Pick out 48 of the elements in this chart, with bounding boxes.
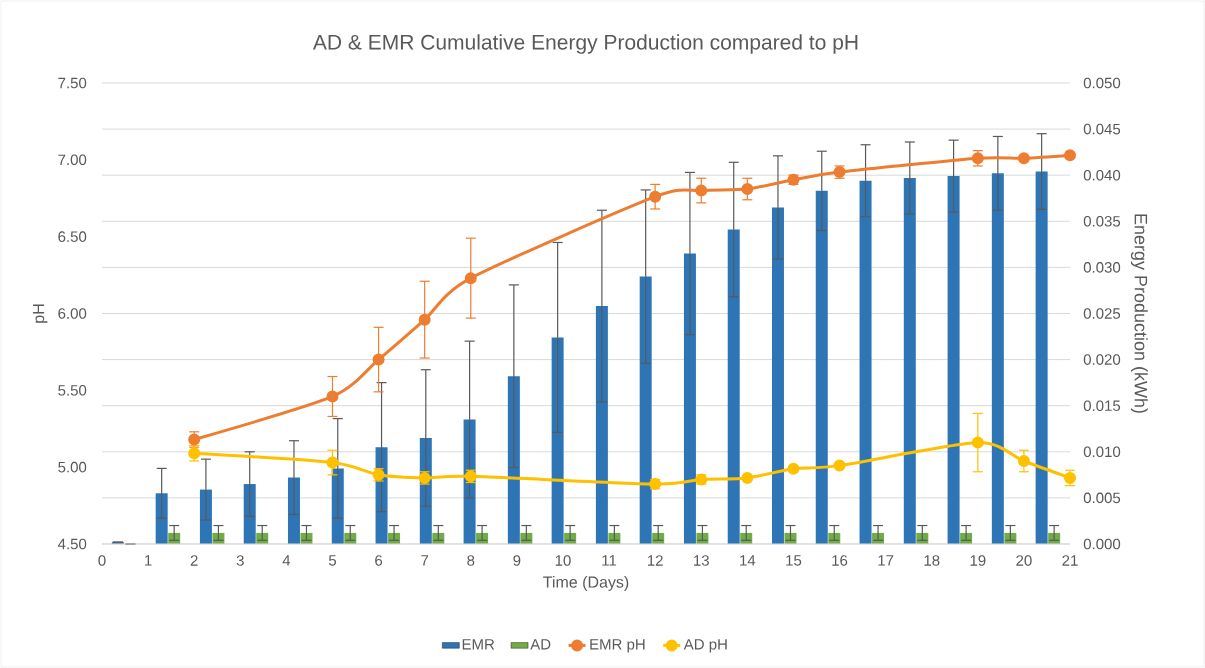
y-tick-label: 4.50 bbox=[57, 538, 87, 550]
y-tick-label: 5.50 bbox=[58, 385, 87, 396]
x-tick-label: 17 bbox=[878, 555, 894, 566]
x-tick-label: 20 bbox=[1016, 555, 1032, 566]
y2-tick-label: 0.035 bbox=[1083, 215, 1121, 227]
x-tick-label: 3 bbox=[236, 555, 244, 566]
x-tick-label: 10 bbox=[555, 555, 571, 566]
y2-tick-label: 0.040 bbox=[1083, 169, 1121, 181]
y-axis-title: pH bbox=[33, 304, 48, 323]
y2-tick-label: 0.030 bbox=[1083, 262, 1121, 273]
chart-title: AD & EMR Cumulative Energy Production compared to pH bbox=[312, 34, 858, 54]
x-tick-label: 0 bbox=[98, 555, 106, 566]
y-tick-label: 7.00 bbox=[58, 154, 87, 166]
x-tick-label: 11 bbox=[602, 555, 617, 566]
x-tick-label: 19 bbox=[970, 555, 986, 566]
y2-tick-label: 0.015 bbox=[1083, 400, 1121, 411]
x-tick-label: 8 bbox=[467, 555, 475, 566]
x-tick-label: 2 bbox=[190, 555, 198, 566]
x-tick-label: 18 bbox=[924, 555, 940, 566]
x-tick-label: 13 bbox=[694, 555, 709, 566]
x-tick-label: 6 bbox=[375, 555, 383, 566]
y2-tick-label: 0.000 bbox=[1083, 538, 1121, 550]
x-tick-label: 1 bbox=[145, 555, 152, 566]
x-tick-label: 15 bbox=[786, 555, 802, 566]
y-tick-label: 5.00 bbox=[58, 461, 87, 473]
x-tick-label: 7 bbox=[421, 555, 429, 566]
x-tick-label: 16 bbox=[832, 555, 848, 566]
x-tick-label: 4 bbox=[282, 555, 291, 566]
y2-axis-title: Energy Production (kWh) bbox=[1130, 214, 1148, 413]
x-axis-title: Time (Days) bbox=[543, 576, 629, 591]
legend-label: EMR bbox=[462, 639, 495, 650]
y2-tick-label: 0.050 bbox=[1083, 77, 1121, 89]
y-tick-label: 6.00 bbox=[58, 308, 87, 319]
y2-tick-label: 0.005 bbox=[1083, 492, 1121, 504]
legend-label: AD pH bbox=[683, 639, 727, 653]
legend-label: AD bbox=[530, 639, 551, 650]
y2-tick-label: 0.020 bbox=[1083, 354, 1121, 365]
y-tick-label: 7.50 bbox=[58, 77, 87, 89]
y-tick-label: 6.50 bbox=[58, 231, 87, 242]
legend-label: EMR pH bbox=[590, 639, 645, 653]
y2-tick-label: 0.010 bbox=[1083, 446, 1121, 458]
x-tick-label: 21 bbox=[1062, 555, 1078, 566]
x-tick-label: 5 bbox=[328, 555, 337, 566]
x-tick-label: 14 bbox=[740, 555, 756, 566]
x-tick-label: 9 bbox=[513, 555, 521, 566]
x-tick-label: 12 bbox=[647, 555, 663, 566]
y2-tick-label: 0.025 bbox=[1083, 308, 1121, 319]
y2-tick-label: 0.045 bbox=[1083, 123, 1121, 135]
